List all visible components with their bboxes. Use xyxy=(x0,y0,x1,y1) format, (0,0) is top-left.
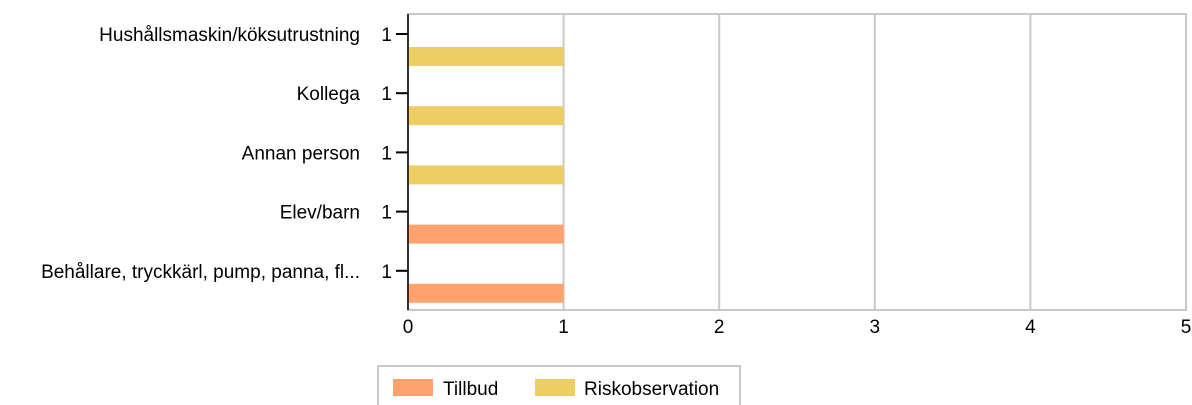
category-label: Behållare, tryckkärl, pump, panna, fl... xyxy=(41,262,360,283)
category-label: Elev/barn xyxy=(280,203,360,224)
bar-tillbud xyxy=(408,224,564,244)
bar-riskobservation xyxy=(408,47,564,66)
x-tick-label: 5 xyxy=(1181,317,1192,338)
bar-tillbud xyxy=(408,283,564,303)
x-tick-label: 1 xyxy=(558,317,569,338)
category-total: 1 xyxy=(381,25,392,46)
bar-riskobservation xyxy=(408,165,564,185)
category-label: Kollega xyxy=(297,84,361,105)
gridlines xyxy=(562,14,1032,310)
x-tick-label: 0 xyxy=(403,317,414,338)
bar-riskobservation xyxy=(408,106,564,126)
category-total: 1 xyxy=(381,262,392,283)
x-tick-label: 2 xyxy=(714,317,725,338)
legend-label: Riskobservation xyxy=(584,379,719,400)
category-total: 1 xyxy=(381,84,392,105)
legend: Tillbud Riskobservation xyxy=(377,365,741,405)
x-tick-label: 3 xyxy=(870,317,881,338)
x-tick-label: 4 xyxy=(1025,317,1036,338)
category-label: Annan person xyxy=(242,143,360,164)
x-axis: 0 1 2 3 4 5 xyxy=(403,317,1192,338)
legend-swatch xyxy=(393,379,433,396)
y-axis: 1Hushållsmaskin/köksutrustning1Kollega1A… xyxy=(41,14,409,310)
category-label: Hushållsmaskin/köksutrustning xyxy=(99,25,360,46)
legend-label: Tillbud xyxy=(443,379,498,400)
bars xyxy=(408,47,564,303)
legend-swatch xyxy=(535,379,575,396)
category-total: 1 xyxy=(381,203,392,224)
category-total: 1 xyxy=(381,143,392,164)
